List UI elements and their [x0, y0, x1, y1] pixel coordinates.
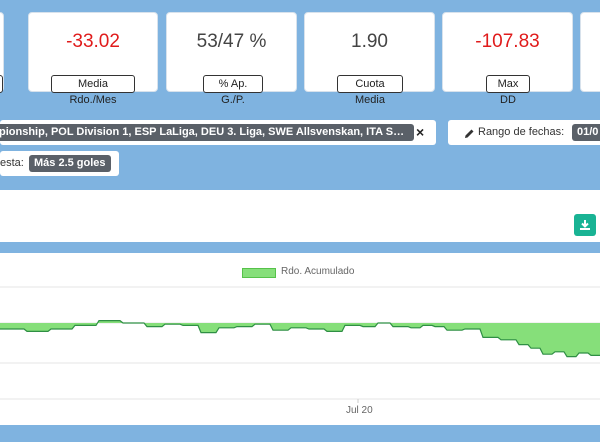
bet-type-label: esta: [0, 157, 24, 169]
stat-card-monthly-average: -33.02 Media Rdo./Mes [28, 12, 158, 106]
date-range-value: 01/0 [572, 124, 600, 141]
stat-label-monthly-average: Media Rdo./Mes [51, 75, 135, 106]
toolbar-panel [0, 190, 600, 242]
stat-value-win-loss-ratio: 53/47 % [196, 31, 267, 52]
download-button[interactable] [574, 214, 596, 236]
cumulative-result-chart [0, 286, 600, 403]
stat-value-average-odds: 1.90 [351, 31, 388, 52]
date-range-filter[interactable]: Rango de fechas: 01/0 [448, 120, 600, 145]
stat-value-monthly-average: -33.02 [66, 31, 120, 52]
stat-label-win-loss-ratio: % Ap. G./P. [203, 75, 263, 106]
stat-label-average-odds: Cuota Media [337, 75, 403, 106]
league-filter[interactable]: pionship, POL Division 1, ESP LaLiga, DE… [0, 120, 436, 145]
bet-type-value: Más 2.5 goles [29, 155, 111, 172]
download-icon [580, 220, 590, 230]
remove-league-filter-icon[interactable]: × [416, 124, 425, 140]
cumulative-result-line [0, 320, 600, 358]
stat-card-average-odds: 1.90 Cuota Media [304, 12, 435, 106]
legend-swatch-cumulative-result[interactable] [242, 268, 276, 278]
stat-label-max-drawdown: Max DD [486, 75, 530, 106]
x-axis-tick-label: Jul 20 [346, 405, 373, 416]
date-range-label: Rango de fechas: [478, 126, 565, 138]
stat-value-max-drawdown: -107.83 [475, 31, 540, 52]
stat-card-partial-right [580, 12, 600, 92]
pencil-icon [464, 126, 475, 144]
bottom-frame-bar [0, 432, 600, 442]
stat-card-win-loss-ratio: 53/47 % % Ap. G./P. [166, 12, 297, 106]
league-filter-tag: pionship, POL Division 1, ESP LaLiga, DE… [0, 124, 414, 141]
stat-card-partial-left [0, 12, 4, 93]
legend-label-cumulative-result[interactable]: Rdo. Acumulado [281, 266, 355, 277]
stat-card-max-drawdown: -107.83 Max DD [442, 12, 573, 106]
stat-label-partial-left [0, 75, 3, 93]
bet-type-filter[interactable]: esta: Más 2.5 goles [0, 151, 119, 176]
